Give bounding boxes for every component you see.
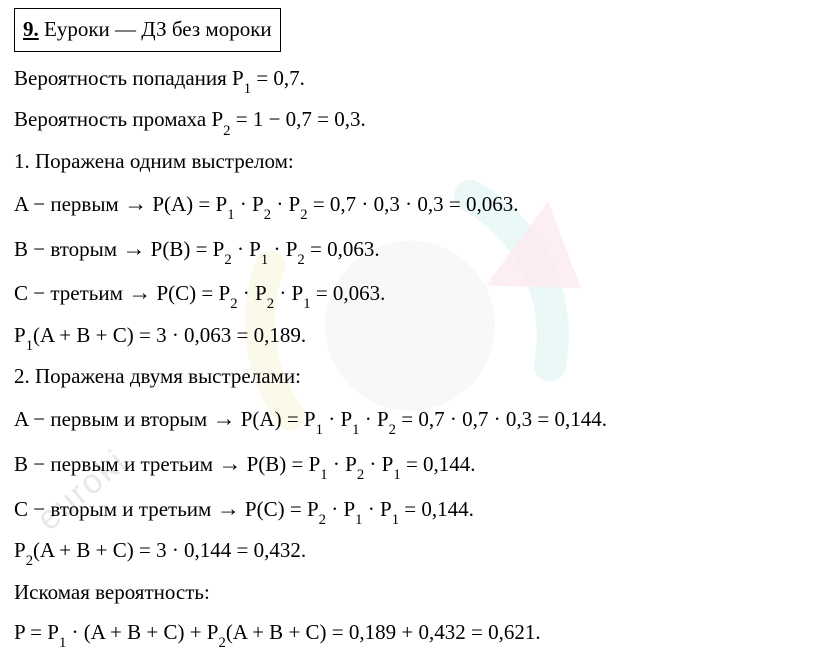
line-case1-a: A − первым → P(A) = P1 · P2 · P2 = 0,7 ·… xyxy=(14,183,806,226)
text: = 0,063. xyxy=(305,237,380,261)
subscript: 1 xyxy=(59,635,66,651)
text: · (A + B + C) + P xyxy=(66,620,218,644)
subscript: 2 xyxy=(300,207,307,223)
text: · P xyxy=(364,452,393,476)
line-case2-b: B − первым и третьим → P(B) = P1 · P2 · … xyxy=(14,443,806,486)
text: P(C) = P xyxy=(240,497,319,521)
text: · P xyxy=(238,281,267,305)
subscript: 2 xyxy=(267,296,274,312)
subscript: 2 xyxy=(319,512,326,528)
text: = 0,7 · 0,3 · 0,3 = 0,063. xyxy=(308,192,519,216)
arrow-icon: → xyxy=(128,272,151,314)
text: · P xyxy=(274,281,303,305)
text: = 0,7. xyxy=(251,66,305,90)
text: (A + B + C) = 0,189 + 0,432 = 0,621. xyxy=(226,620,541,644)
subscript: 2 xyxy=(224,252,231,268)
text: B − первым и третьим xyxy=(14,452,218,476)
line-case1-sum: P1(A + B + C) = 3 · 0,063 = 0,189. xyxy=(14,317,806,357)
arrow-icon: → xyxy=(122,228,145,270)
line-final-header: Искомая вероятность: xyxy=(14,574,806,612)
text: · P xyxy=(271,192,300,216)
subscript: 1 xyxy=(227,207,234,223)
subscript: 1 xyxy=(320,467,327,483)
text: · P xyxy=(235,192,264,216)
subscript: 1 xyxy=(316,422,323,438)
text: P(A) = P xyxy=(236,407,316,431)
text: = 0,144. xyxy=(401,452,476,476)
title-box: 9. Еуроки — ДЗ без мороки xyxy=(14,8,281,52)
text: C − вторым и третьим xyxy=(14,497,217,521)
subscript: 1 xyxy=(355,512,362,528)
text: Вероятность промаха P xyxy=(14,107,223,131)
text: P(C) = P xyxy=(151,281,230,305)
subscript: 1 xyxy=(393,467,400,483)
text: Вероятность попадания P xyxy=(14,66,244,90)
subscript: 1 xyxy=(244,81,251,97)
subscript: 2 xyxy=(223,123,230,139)
text: (A + B + C) = 3 · 0,144 = 0,432. xyxy=(33,538,306,562)
arrow-icon: → xyxy=(217,488,240,530)
document-content: 9. Еуроки — ДЗ без мороки Вероятность по… xyxy=(14,8,806,653)
text: C − третьим xyxy=(14,281,128,305)
subscript: 1 xyxy=(303,296,310,312)
text: · P xyxy=(363,497,392,521)
text: A − первым xyxy=(14,192,124,216)
line-case1-b: B − вторым → P(B) = P2 · P1 · P2 = 0,063… xyxy=(14,228,806,271)
line-case2-header: 2. Поражена двумя выстрелами: xyxy=(14,358,806,396)
text: · P xyxy=(323,407,352,431)
subscript: 2 xyxy=(357,467,364,483)
text: P(B) = P xyxy=(145,237,224,261)
text: · P xyxy=(359,407,388,431)
title-text: Еуроки — ДЗ без мороки xyxy=(44,17,272,41)
line-prob-miss: Вероятность промаха P2 = 1 − 0,7 = 0,3. xyxy=(14,101,806,141)
subscript: 2 xyxy=(219,635,226,651)
text: P xyxy=(14,323,26,347)
text: = 0,144. xyxy=(399,497,474,521)
text: (A + B + C) = 3 · 0,063 = 0,189. xyxy=(33,323,306,347)
text: P = P xyxy=(14,620,59,644)
arrow-icon: → xyxy=(124,183,147,225)
line-case2-a: A − первым и вторым → P(A) = P1 · P1 · P… xyxy=(14,398,806,441)
subscript: 1 xyxy=(261,252,268,268)
subscript: 1 xyxy=(352,422,359,438)
line-case1-header: 1. Поражена одним выстрелом: xyxy=(14,143,806,181)
subscript: 1 xyxy=(26,338,33,354)
line-final-answer: P = P1 · (A + B + C) + P2(A + B + C) = 0… xyxy=(14,614,806,654)
text: · P xyxy=(326,497,355,521)
text: P xyxy=(14,538,26,562)
line-prob-hit: Вероятность попадания P1 = 0,7. xyxy=(14,60,806,100)
line-case2-sum: P2(A + B + C) = 3 · 0,144 = 0,432. xyxy=(14,532,806,572)
text: = 0,7 · 0,7 · 0,3 = 0,144. xyxy=(396,407,607,431)
arrow-icon: → xyxy=(218,443,241,485)
text: · P xyxy=(328,452,357,476)
line-case2-c: C − вторым и третьим → P(C) = P2 · P1 · … xyxy=(14,488,806,531)
text: B − вторым xyxy=(14,237,122,261)
text: P(A) = P xyxy=(147,192,227,216)
text: P(B) = P xyxy=(241,452,320,476)
text: · P xyxy=(232,237,261,261)
text: A − первым и вторым xyxy=(14,407,212,431)
line-case1-c: C − третьим → P(C) = P2 · P2 · P1 = 0,06… xyxy=(14,272,806,315)
subscript: 1 xyxy=(392,512,399,528)
subscript: 2 xyxy=(297,252,304,268)
subscript: 2 xyxy=(264,207,271,223)
problem-number: 9. xyxy=(23,17,39,41)
text: · P xyxy=(268,237,297,261)
subscript: 2 xyxy=(389,422,396,438)
text: = 0,063. xyxy=(311,281,386,305)
subscript: 2 xyxy=(26,553,33,569)
arrow-icon: → xyxy=(212,398,235,440)
subscript: 2 xyxy=(230,296,237,312)
text: = 1 − 0,7 = 0,3. xyxy=(230,107,365,131)
